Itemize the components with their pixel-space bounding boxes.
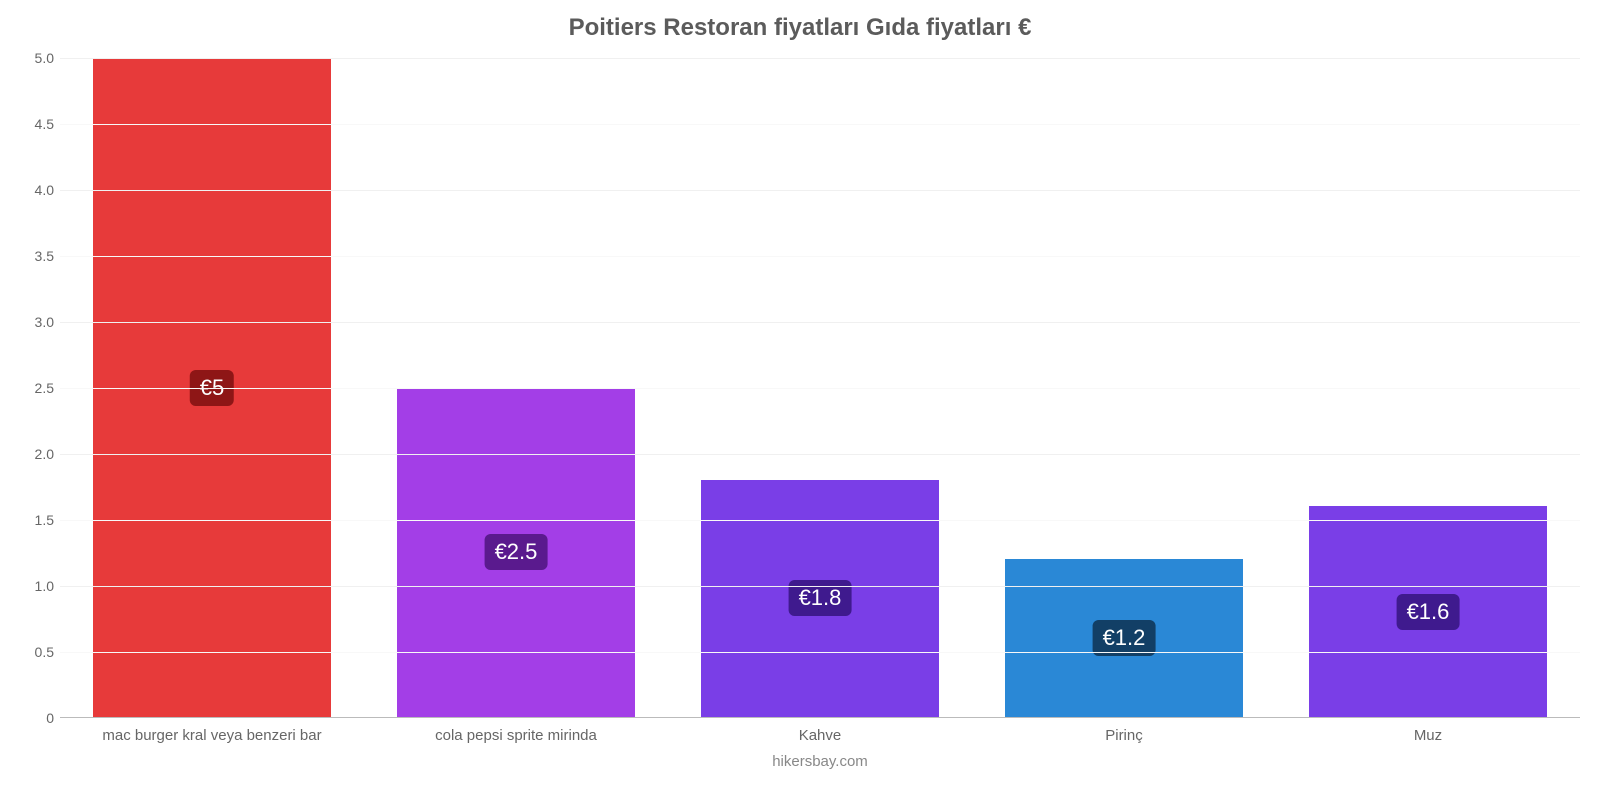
gridline xyxy=(60,652,1580,653)
gridline xyxy=(60,58,1580,59)
chart-source: hikersbay.com xyxy=(60,753,1580,770)
price-bar-chart: Poitiers Restoran fiyatları Gıda fiyatla… xyxy=(0,0,1600,800)
x-axis-label: mac burger kral veya benzeri bar xyxy=(102,727,321,744)
y-tick-label: 2.0 xyxy=(14,446,54,462)
x-axis-label: Kahve xyxy=(799,727,842,744)
value-badge: €1.6 xyxy=(1397,594,1460,630)
y-tick-label: 1.5 xyxy=(14,512,54,528)
bar: €1.8 xyxy=(701,480,938,717)
gridline xyxy=(60,520,1580,521)
bar: €1.2 xyxy=(1005,559,1242,717)
x-axis-label: Muz xyxy=(1414,727,1442,744)
y-tick-label: 0.5 xyxy=(14,644,54,660)
gridline xyxy=(60,388,1580,389)
value-badge: €2.5 xyxy=(485,534,548,570)
gridline xyxy=(60,586,1580,587)
bar: €2.5 xyxy=(397,388,634,718)
y-tick-label: 1.0 xyxy=(14,578,54,594)
y-tick-label: 0 xyxy=(14,710,54,726)
y-tick-label: 2.5 xyxy=(14,380,54,396)
value-badge: €1.2 xyxy=(1093,620,1156,656)
bar: €1.6 xyxy=(1309,506,1546,717)
x-axis-label: Pirinç xyxy=(1105,727,1143,744)
chart-title: Poitiers Restoran fiyatları Gıda fiyatla… xyxy=(0,14,1600,42)
gridline xyxy=(60,190,1580,191)
gridline xyxy=(60,256,1580,257)
gridline xyxy=(60,322,1580,323)
y-tick-label: 4.5 xyxy=(14,116,54,132)
y-tick-label: 3.0 xyxy=(14,314,54,330)
gridline xyxy=(60,454,1580,455)
y-tick-label: 5.0 xyxy=(14,50,54,66)
y-tick-label: 3.5 xyxy=(14,248,54,264)
x-axis-label: cola pepsi sprite mirinda xyxy=(435,727,597,744)
plot-area: €5mac burger kral veya benzeri bar€2.5co… xyxy=(60,58,1580,718)
gridline xyxy=(60,124,1580,125)
y-tick-label: 4.0 xyxy=(14,182,54,198)
